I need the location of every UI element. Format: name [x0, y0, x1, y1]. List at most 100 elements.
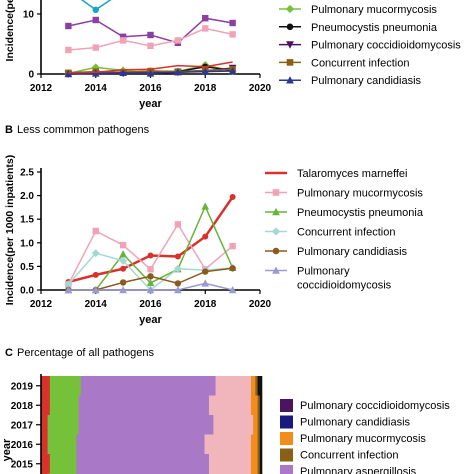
- panel-label: C: [5, 347, 13, 359]
- data-point: [147, 252, 154, 259]
- x-tick-label: 2018: [194, 299, 217, 310]
- legend-swatch: [280, 465, 293, 474]
- data-point: [119, 33, 127, 40]
- data-point: [91, 249, 100, 258]
- stacked-bar-segment: [76, 434, 205, 455]
- x-tick-label: 2016: [139, 83, 162, 94]
- stacked-bar-segment: [41, 395, 51, 416]
- legend-label: Pulmonary mucormycosis: [300, 433, 426, 445]
- legend-label: coccidioidomycosis: [297, 280, 392, 292]
- data-point: [119, 68, 127, 76]
- data-point: [202, 268, 209, 275]
- data-point: [91, 286, 100, 294]
- legend-marker: [286, 59, 294, 66]
- data-point: [202, 233, 209, 240]
- series-line: [68, 61, 233, 74]
- legend-label: Pulmonary candidiasis: [311, 75, 422, 87]
- y-tick-label: 0: [28, 70, 34, 81]
- legend-label: Talaromyces marneffei: [297, 168, 407, 180]
- legend-marker: [286, 23, 294, 31]
- data-point: [64, 280, 73, 289]
- data-point: [202, 25, 209, 32]
- data-point: [229, 19, 236, 27]
- data-point: [146, 286, 155, 294]
- y-tick-label: 2.0: [20, 191, 34, 202]
- data-point: [119, 279, 127, 286]
- x-tick-label: 2018: [194, 83, 217, 94]
- y-axis-label: Incidence(per 1000 inpatients): [4, 155, 16, 306]
- panel-a: 2012 2014 2016 2018 2020 0 10 year Incidence(per…: [4, 0, 461, 110]
- x-tick-label: 2012: [30, 299, 53, 310]
- data-point: [146, 69, 155, 77]
- data-point: [174, 253, 181, 260]
- stacked-bar-segment: [257, 395, 261, 416]
- y-tick-label: 2018: [11, 401, 34, 412]
- legend-swatch: [280, 399, 293, 412]
- legend-marker: [285, 4, 295, 14]
- data-point: [174, 221, 182, 228]
- legend-marker: [272, 266, 280, 274]
- data-point: [229, 194, 236, 201]
- stacked-bar-segment: [259, 415, 263, 435]
- data-point: [228, 286, 237, 294]
- data-point: [119, 250, 127, 258]
- legend-label: Pulmonary candidiasis: [297, 246, 408, 258]
- data-point: [174, 286, 182, 294]
- data-point: [92, 16, 99, 24]
- x-axis-label: year: [139, 314, 162, 326]
- legend-swatch: [280, 448, 293, 462]
- panel-c: C Percentage of all pathogens 2019 2018 2017…: [1, 347, 450, 474]
- stacked-bar-segment: [49, 376, 82, 396]
- data-point: [229, 265, 236, 272]
- legend-label: Pulmonary mucormycosis: [311, 4, 437, 16]
- stacked-bar-segment: [41, 415, 48, 435]
- data-point: [119, 241, 127, 249]
- y-axis-label: Incidence(per 10: [4, 0, 16, 61]
- data-point: [120, 265, 127, 272]
- stacked-bar-segment: [255, 376, 258, 396]
- stacked-bar-segment: [208, 395, 252, 416]
- stacked-bar-segment: [49, 454, 77, 474]
- stacked-bar-segment: [41, 434, 48, 455]
- stacked-bar-segment: [257, 434, 261, 455]
- stacked-bar-segment: [204, 434, 252, 455]
- x-axis-label: year: [139, 98, 162, 110]
- legend-marker: [286, 41, 294, 49]
- x-tick-label: 2020: [249, 83, 272, 94]
- data-point: [92, 6, 99, 13]
- y-tick-label: 1.5: [20, 215, 34, 226]
- stacked-bar-segment: [47, 434, 77, 455]
- panel-label: B: [5, 124, 13, 136]
- stacked-bar-segment: [250, 434, 258, 455]
- data-point: [174, 37, 182, 44]
- data-point: [174, 280, 182, 287]
- y-tick-label: 10: [23, 10, 35, 21]
- data-point: [64, 70, 73, 78]
- panel-title: Percentage of all pathogens: [17, 347, 154, 359]
- legend-marker: [286, 76, 294, 84]
- x-tick-label: 2020: [249, 299, 272, 310]
- data-point: [92, 271, 99, 278]
- y-tick-label: 0.5: [20, 262, 34, 273]
- stacked-bar-segment: [259, 434, 263, 455]
- legend-label: Pneumocystis pneumonia: [311, 22, 438, 34]
- data-point: [146, 278, 155, 287]
- data-point: [202, 15, 209, 22]
- data-point: [147, 31, 154, 39]
- legend-marker: [272, 189, 280, 196]
- data-point: [201, 279, 210, 287]
- legend-label: Pulmonary mucormycosis: [297, 188, 423, 200]
- series-line: [80, 0, 112, 11]
- plot-area: [64, 0, 237, 78]
- stacked-bar-segment: [47, 415, 79, 435]
- legend-label: Pulmonary coccidioidomycosis: [300, 400, 450, 412]
- data-point: [65, 46, 72, 54]
- stacked-bar-segment: [49, 395, 79, 416]
- y-tick-label: 2016: [11, 440, 34, 451]
- stacked-bar-segment: [76, 454, 210, 474]
- legend-label: Pulmonary candidiasis: [300, 417, 411, 429]
- data-point: [92, 44, 99, 51]
- x-tick-label: 2012: [30, 83, 53, 94]
- stacked-bar-segment: [259, 395, 263, 416]
- legend-label: Concurrent infection: [311, 57, 409, 69]
